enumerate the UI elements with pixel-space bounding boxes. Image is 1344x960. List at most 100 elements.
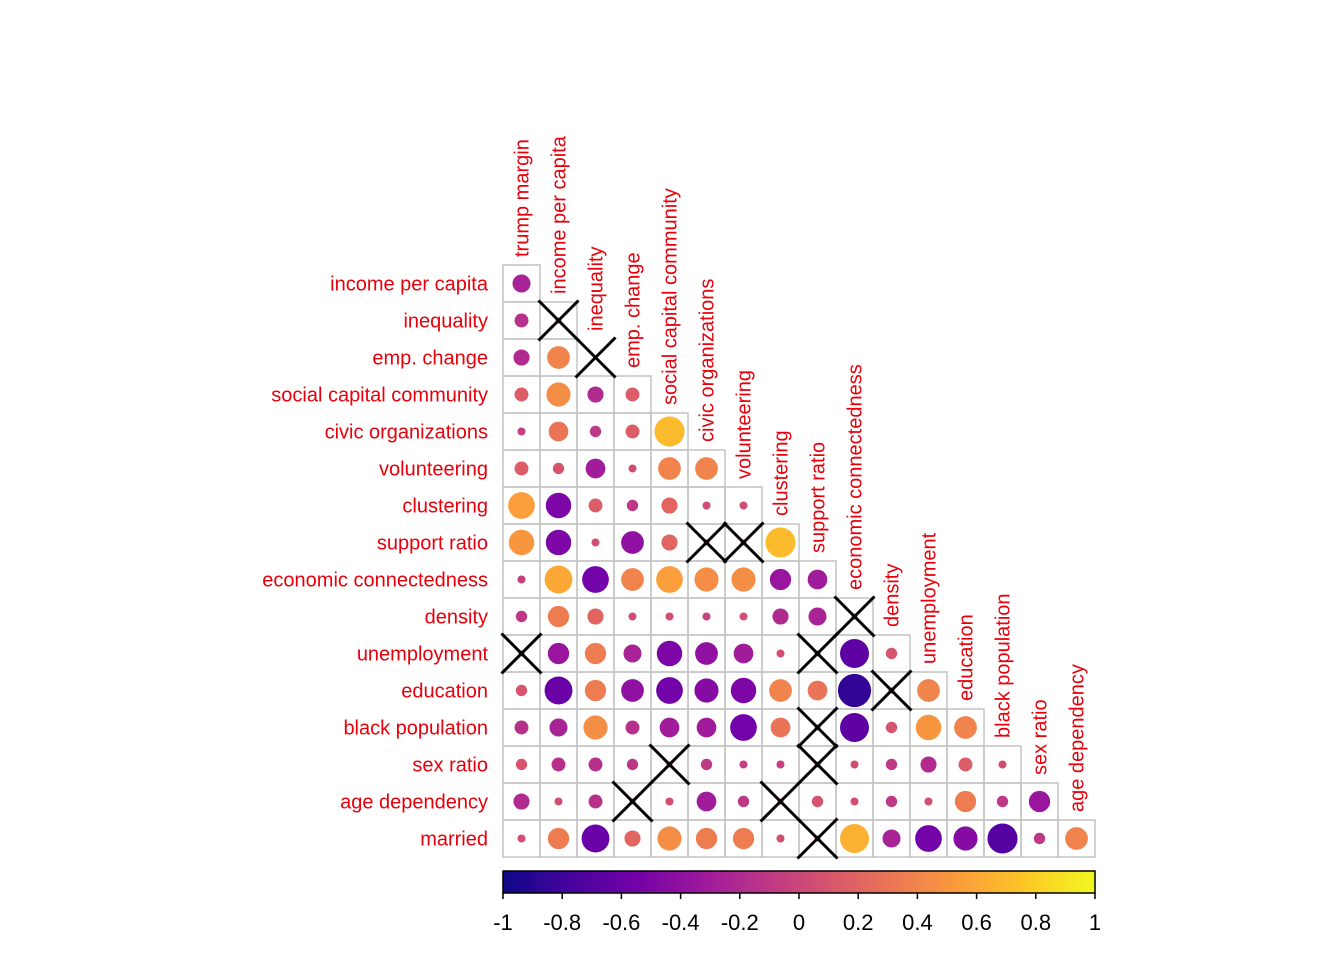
colorbar <box>502 870 1096 894</box>
row-label: inequality <box>403 311 488 333</box>
insignificance-crosses <box>500 299 913 860</box>
row-label: volunteering <box>379 459 488 481</box>
correlation-circle <box>658 457 681 480</box>
correlation-circle <box>661 497 678 514</box>
correlation-circle <box>694 567 719 592</box>
column-label: trump margin <box>512 139 534 257</box>
column-label: income per capita <box>549 135 571 294</box>
correlation-circle <box>508 492 535 519</box>
correlation-circle <box>917 679 940 702</box>
correlation-circle <box>625 424 640 439</box>
correlation-circle <box>547 605 570 628</box>
correlation-circle <box>546 382 571 407</box>
correlation-circle <box>695 827 718 850</box>
correlation-circle <box>954 716 977 739</box>
correlation-circle <box>625 387 640 402</box>
column-label: clustering <box>771 430 793 516</box>
insignificant-cross <box>796 743 839 786</box>
correlation-circle <box>517 575 526 584</box>
correlation-circle <box>772 608 789 625</box>
grid-cell <box>1057 819 1096 858</box>
correlation-circle <box>623 644 642 663</box>
correlation-circle <box>737 795 750 808</box>
correlation-circle <box>628 464 637 473</box>
correlation-circle <box>551 757 566 772</box>
correlation-circle <box>850 760 859 769</box>
row-label: economic connectedness <box>262 570 488 592</box>
row-label: age dependency <box>340 792 488 814</box>
correlation-circle <box>739 612 748 621</box>
row-label: social capital community <box>271 385 488 407</box>
column-labels: trump margin income per capita inequality e… <box>512 135 1089 812</box>
correlation-circle <box>850 797 859 806</box>
correlation-circle <box>739 760 748 769</box>
correlation-circle <box>621 531 644 554</box>
insignificant-cross <box>574 336 617 379</box>
correlation-circle <box>839 638 870 669</box>
row-label: clustering <box>402 496 488 518</box>
insignificant-cross <box>500 632 543 675</box>
correlation-circle <box>657 826 682 851</box>
colorbar-tick-label: -0.4 <box>662 910 700 935</box>
row-label: income per capita <box>330 274 489 296</box>
colorbar-tick-label: -0.2 <box>721 910 759 935</box>
correlation-circle <box>920 756 937 773</box>
correlation-circle <box>514 313 529 328</box>
column-label: education <box>956 614 978 701</box>
correlation-circle <box>588 794 603 809</box>
correlation-circle <box>589 425 602 438</box>
colorbar-tick-label: -0.8 <box>543 910 581 935</box>
insignificant-cross <box>648 743 691 786</box>
column-label: black population <box>993 593 1015 738</box>
column-label: inequality <box>586 246 608 331</box>
correlation-circle <box>626 499 639 512</box>
insignificant-cross <box>722 521 765 564</box>
correlation-circle <box>584 642 607 665</box>
correlation-circle <box>730 714 757 741</box>
row-label: education <box>401 681 488 703</box>
correlation-circle <box>515 758 528 771</box>
row-label: married <box>420 829 488 851</box>
row-label: civic organizations <box>325 422 488 444</box>
correlation-circle <box>885 758 898 771</box>
correlation-circle <box>776 760 785 769</box>
correlation-circle <box>996 795 1009 808</box>
insignificant-cross <box>796 632 839 675</box>
correlation-circle <box>958 757 973 772</box>
column-label: unemployment <box>919 532 941 664</box>
correlation-circle <box>808 607 827 626</box>
correlation-circle <box>769 568 792 591</box>
correlation-circle <box>514 461 529 476</box>
insignificant-cross <box>537 299 580 342</box>
correlation-circle <box>624 830 641 847</box>
column-label: age dependency <box>1067 664 1089 812</box>
correlation-circle <box>515 684 528 697</box>
correlation-circle <box>811 795 824 808</box>
correlation-circle <box>656 640 683 667</box>
column-label: sex ratio <box>1030 699 1052 775</box>
correlation-circle <box>587 386 604 403</box>
column-label: civic organizations <box>697 279 719 442</box>
correlation-circle <box>839 712 870 743</box>
correlation-circle <box>1033 832 1046 845</box>
correlation-circle <box>1065 827 1088 850</box>
correlation-circle <box>554 797 563 806</box>
colorbar-tick-label: 0.8 <box>1021 910 1052 935</box>
row-label: black population <box>343 718 488 740</box>
correlation-circle <box>885 647 898 660</box>
correlation-circle <box>733 643 754 664</box>
colorbar-tick-label: 0 <box>793 910 805 935</box>
correlation-circle <box>512 274 531 293</box>
row-label: emp. change <box>372 348 488 370</box>
row-label: support ratio <box>377 533 488 555</box>
correlation-circle <box>548 421 569 442</box>
correlation-circle <box>582 566 609 593</box>
column-label: economic connectedness <box>845 364 867 590</box>
correlation-circle <box>839 823 870 854</box>
column-label: emp. change <box>623 252 645 368</box>
correlation-circle <box>581 824 610 853</box>
colorbar-tick-label: 0.4 <box>902 910 933 935</box>
correlation-circle <box>700 758 713 771</box>
correlation-circle <box>953 826 978 851</box>
correlation-circle <box>807 569 828 590</box>
